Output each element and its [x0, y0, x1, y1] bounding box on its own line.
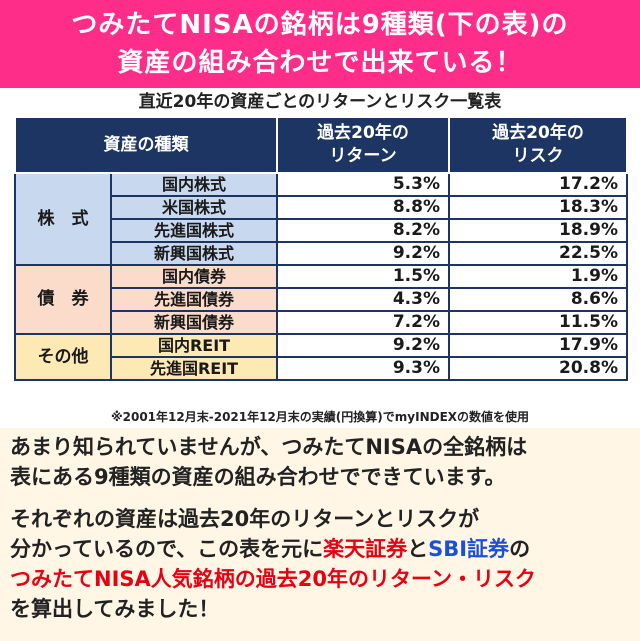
table-header-row: 資産の種類 過去20年の リターン 過去20年の リスク — [14, 116, 628, 174]
risk-value: 20.8% — [448, 356, 628, 381]
risk-value: 18.3% — [448, 195, 628, 220]
header-return-line-1: 過去20年の — [317, 123, 409, 143]
header-return: 過去20年の リターン — [276, 116, 450, 174]
table-row: 米国株式 8.8% 18.3% — [15, 195, 628, 220]
risk-value: 17.2% — [448, 172, 628, 197]
headline-banner: つみたてNISAの銘柄は9種類(下の表)の 資産の組み合わせで出来ている！ — [0, 0, 640, 88]
paragraph-1: あまり知られていませんが、つみたてNISAの全銘柄は 表にある9種類の資産の組み… — [10, 432, 634, 492]
paragraph-2-line-2a: 分かっているので、この表を元に — [10, 537, 324, 561]
paragraph-1-line-1: あまり知られていませんが、つみたてNISAの全銘柄は — [10, 435, 528, 459]
asset-name: 国内株式 — [110, 172, 278, 197]
table-card: 直近20年の資産ごとのリターンとリスク一覧表 資産の種類 過去20年の リターン… — [0, 88, 640, 428]
asset-name: 国内債券 — [110, 264, 278, 289]
table-title: 直近20年の資産ごとのリターンとリスク一覧表 — [138, 92, 502, 112]
paragraph-2: それぞれの資産は過去20年のリターンとリスクが 分かっているので、この表を元に楽… — [10, 504, 634, 624]
return-value: 8.8% — [276, 195, 450, 220]
risk-value: 18.9% — [448, 218, 628, 243]
headline-line-2: 資産の組み合わせで出来ている！ — [117, 48, 523, 78]
headline-line-1: つみたてNISAの銘柄は9種類(下の表)の — [71, 10, 569, 40]
paragraph-2-to: と — [407, 537, 429, 561]
table-row: 新興国株式 9.2% 22.5% — [15, 241, 628, 266]
return-value: 4.3% — [276, 287, 450, 312]
risk-value: 17.9% — [448, 333, 628, 358]
asset-name: 新興国債券 — [110, 310, 278, 335]
return-value: 8.2% — [276, 218, 450, 243]
return-value: 1.5% — [276, 264, 450, 289]
asset-name: 国内REIT — [110, 333, 278, 358]
return-value: 5.3% — [276, 172, 450, 197]
table-row: 先進国REIT 9.3% 20.8% — [15, 356, 628, 381]
asset-name: 先進国株式 — [110, 218, 278, 243]
asset-name: 米国株式 — [110, 195, 278, 220]
table-row: 債 券 国内債券 1.5% 1.9% — [14, 264, 628, 335]
table-row: 株 式 国内株式 5.3% 17.2% — [14, 172, 628, 266]
sbi-securities-highlight: SBI証券 — [428, 537, 510, 561]
rakuten-securities-highlight: 楽天証券 — [323, 537, 408, 561]
return-risk-table: 資産の種類 過去20年の リターン 過去20年の リスク 株 式 国内株式 5.… — [14, 116, 628, 381]
risk-value: 1.9% — [448, 264, 628, 289]
asset-name: 先進国債券 — [110, 287, 278, 312]
paragraph-1-line-2: 表にある9種類の資産の組み合わせでできています。 — [10, 465, 506, 489]
risk-value: 22.5% — [448, 241, 628, 266]
risk-value: 8.6% — [448, 287, 628, 312]
category-stocks: 株 式 — [14, 172, 112, 266]
return-value: 9.2% — [276, 333, 450, 358]
return-value: 9.3% — [276, 356, 450, 381]
return-value: 9.2% — [276, 241, 450, 266]
header-risk-line-1: 過去20年の — [492, 123, 584, 143]
paragraph-2-no: の — [509, 537, 531, 561]
paragraph-2-line-3-highlight: つみたてNISA人気銘柄の過去20年のリターン・リスク — [10, 567, 536, 591]
asset-name: 新興国株式 — [110, 241, 278, 266]
paragraph-2-line-1: それぞれの資産は過去20年のリターンとリスクが — [10, 507, 480, 531]
risk-value: 11.5% — [448, 310, 628, 335]
explanation-text: あまり知られていませんが、つみたてNISAの全銘柄は 表にある9種類の資産の組み… — [10, 432, 634, 636]
table-row: 新興国債券 7.2% 11.5% — [15, 310, 628, 335]
header-risk-line-2: リスク — [512, 146, 564, 166]
table-footnote: ※2001年12月末-2021年12月末の実績(円換算)でmyINDEXの数値を… — [110, 410, 530, 424]
header-return-line-2: リターン — [329, 146, 397, 166]
header-risk: 過去20年の リスク — [448, 116, 628, 174]
category-bonds: 債 券 — [14, 264, 112, 335]
asset-name: 先進国REIT — [110, 356, 278, 381]
return-value: 7.2% — [276, 310, 450, 335]
table-row: 先進国株式 8.2% 18.9% — [15, 218, 628, 243]
header-asset-type: 資産の種類 — [14, 116, 278, 174]
paragraph-2-line-4: を算出してみました！ — [10, 597, 220, 621]
table-row: 先進国債券 4.3% 8.6% — [15, 287, 628, 312]
category-other: その他 — [14, 333, 112, 381]
table-row: その他 国内REIT 9.2% 17.9% — [14, 333, 628, 381]
